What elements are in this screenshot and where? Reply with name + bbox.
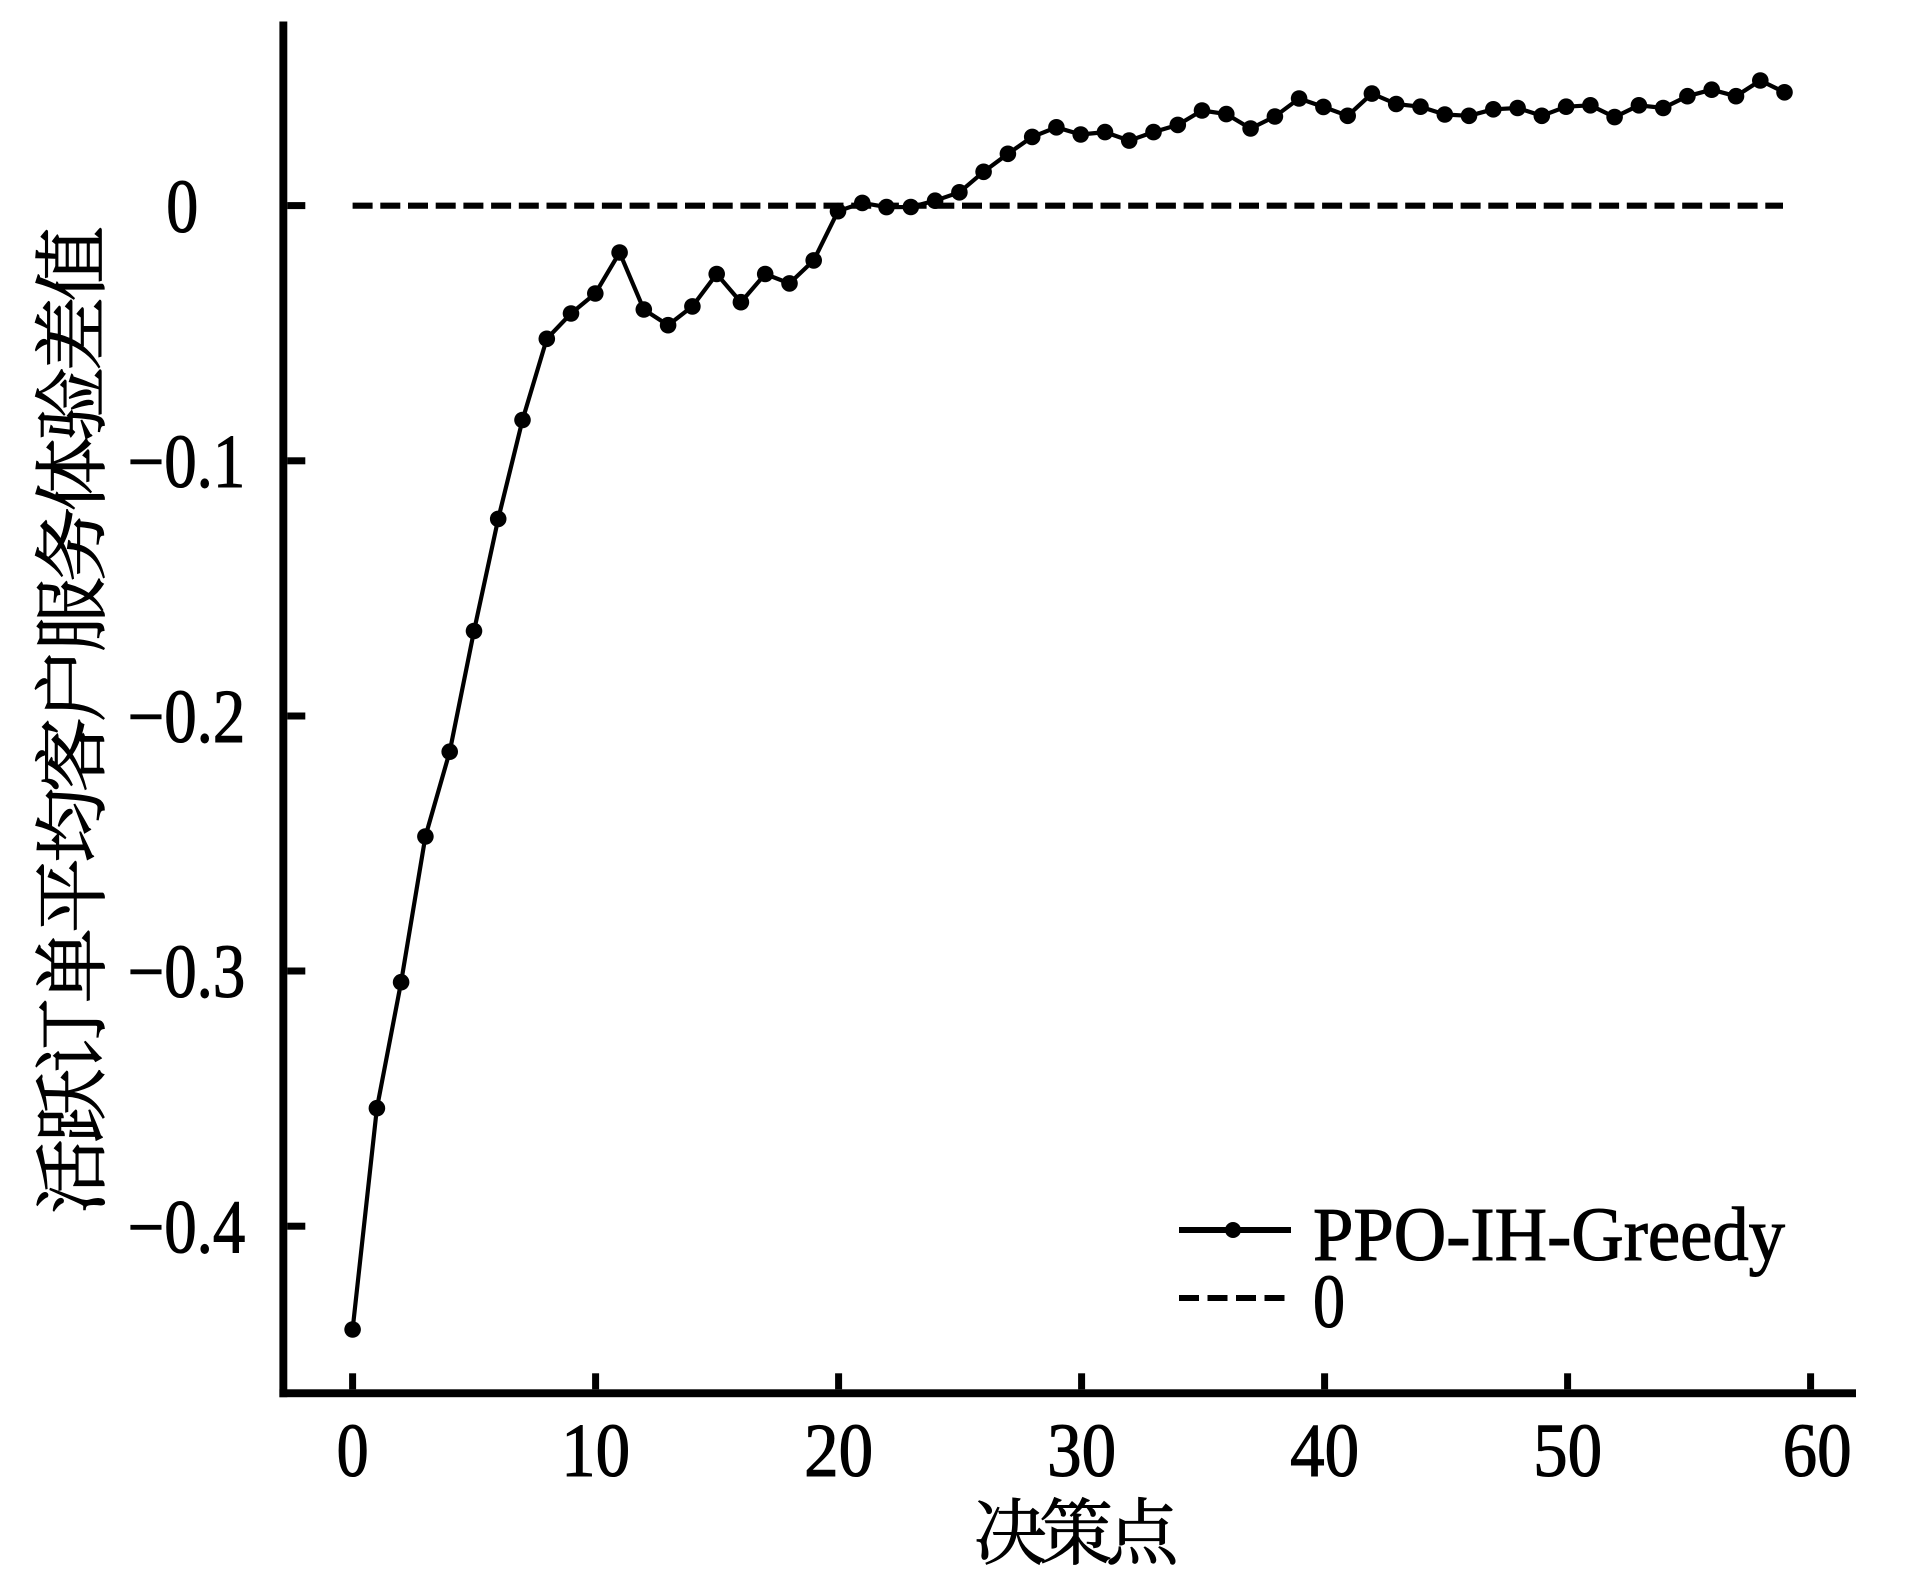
svg-text:−0.3: −0.3 xyxy=(128,930,246,1014)
svg-text:0: 0 xyxy=(337,1409,369,1493)
svg-text:30: 30 xyxy=(1047,1409,1116,1493)
svg-text:0: 0 xyxy=(166,165,198,249)
svg-text:60: 60 xyxy=(1783,1409,1852,1493)
svg-text:−0.1: −0.1 xyxy=(128,420,246,504)
svg-text:20: 20 xyxy=(804,1409,873,1493)
svg-text:−0.4: −0.4 xyxy=(128,1185,246,1269)
svg-text:PPO-IH-Greedy: PPO-IH-Greedy xyxy=(1313,1193,1785,1277)
svg-text:10: 10 xyxy=(561,1409,630,1493)
svg-text:0: 0 xyxy=(1313,1260,1345,1344)
svg-text:40: 40 xyxy=(1290,1409,1359,1493)
svg-text:−0.2: −0.2 xyxy=(128,675,246,759)
svg-text:50: 50 xyxy=(1533,1409,1602,1493)
